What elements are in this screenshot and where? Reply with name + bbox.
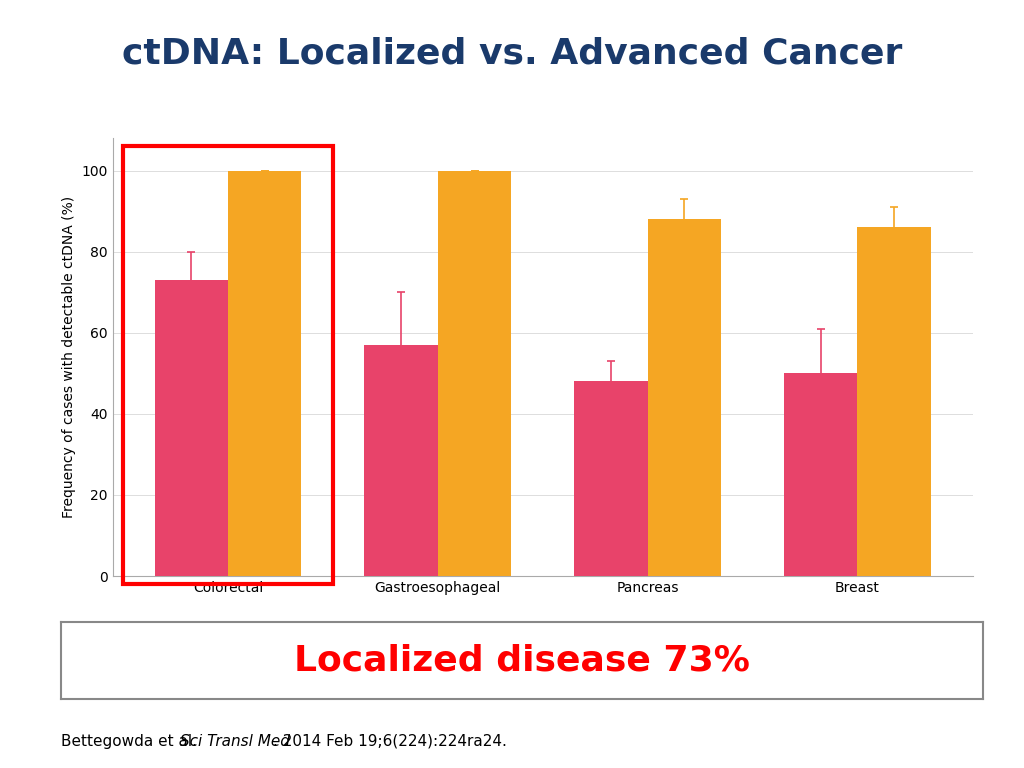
Bar bbox=[155, 280, 228, 576]
Y-axis label: Frequency of cases with detectable ctDNA (%): Frequency of cases with detectable ctDNA… bbox=[61, 196, 76, 518]
Bar bbox=[228, 170, 301, 576]
Bar bbox=[438, 170, 511, 576]
Legend: Localized Disease, Metastatic Disease: Localized Disease, Metastatic Disease bbox=[356, 631, 729, 657]
Bar bbox=[784, 373, 857, 576]
Text: Bettegowda et al.: Bettegowda et al. bbox=[61, 733, 203, 749]
Text: . 2014 Feb 19;6(224):224ra24.: . 2014 Feb 19;6(224):224ra24. bbox=[272, 733, 507, 749]
Text: ctDNA: Localized vs. Advanced Cancer: ctDNA: Localized vs. Advanced Cancer bbox=[122, 37, 902, 71]
Text: Sci Transl Med: Sci Transl Med bbox=[180, 733, 290, 749]
Bar bbox=[123, 147, 333, 584]
Bar bbox=[574, 382, 647, 576]
Bar bbox=[365, 345, 438, 576]
Bar bbox=[857, 227, 931, 576]
Bar bbox=[647, 220, 721, 576]
Text: Localized disease 73%: Localized disease 73% bbox=[294, 644, 751, 677]
